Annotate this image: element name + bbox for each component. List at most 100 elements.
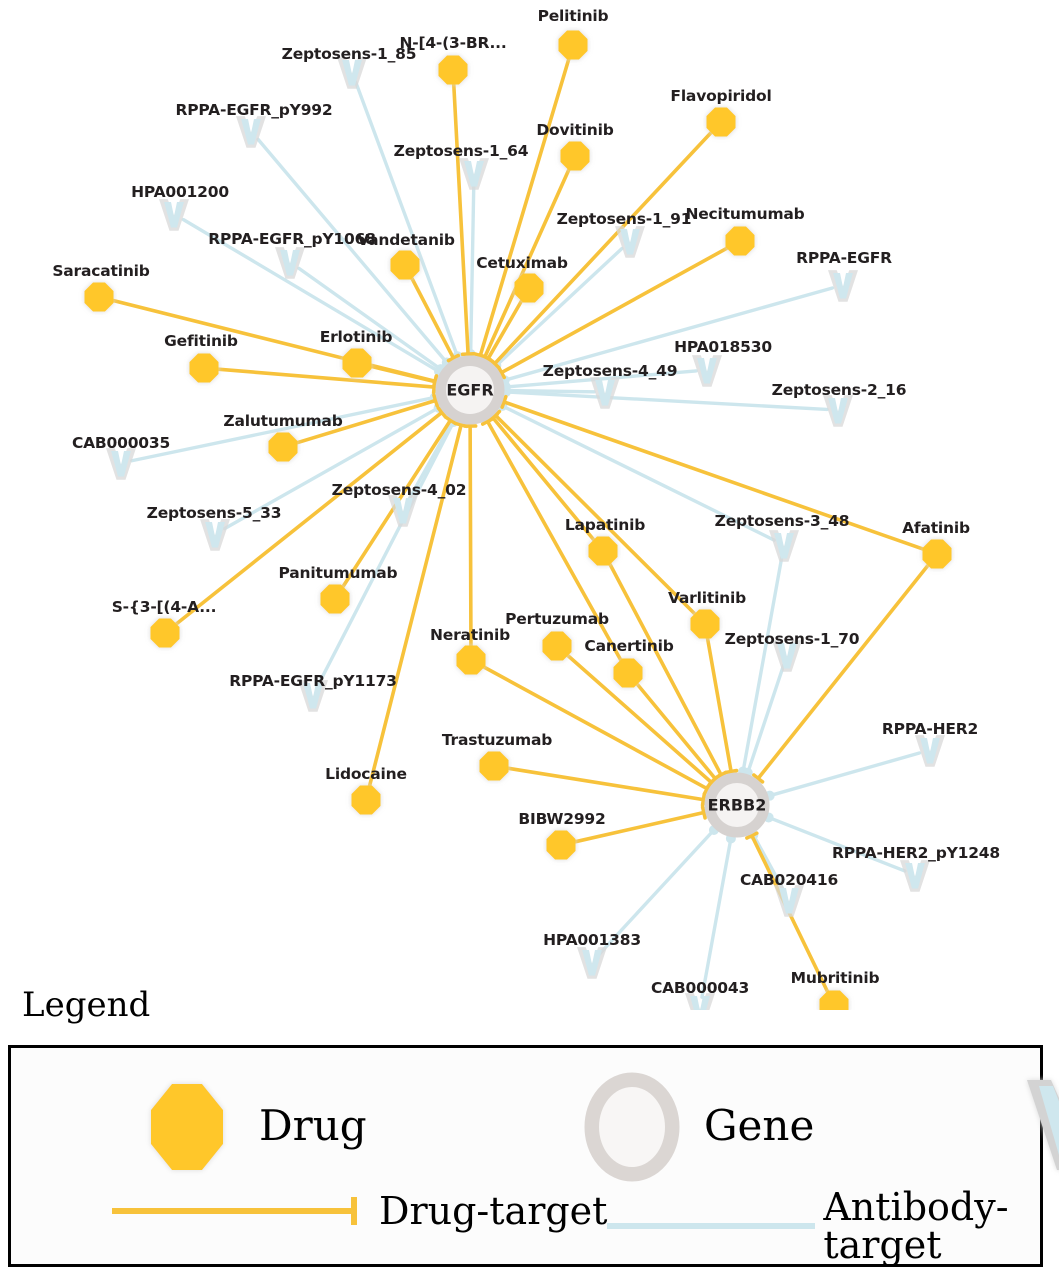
gene-node[interactable]: [715, 783, 759, 827]
gene-node[interactable]: [446, 366, 494, 414]
drug-target-edge: [756, 560, 932, 781]
drug-node[interactable]: [390, 250, 420, 280]
antibody-node[interactable]: [342, 60, 362, 86]
drug-target-edge: [563, 651, 714, 785]
antibody-node-label: HPA001200: [131, 183, 229, 201]
gene-node-ring: [704, 772, 770, 838]
drug-node[interactable]: [514, 273, 544, 303]
drug-node[interactable]: [479, 751, 509, 781]
drug-edge-terminator: [700, 792, 707, 807]
drug-node-label: Afatinib: [902, 519, 970, 537]
antibody-node[interactable]: [595, 380, 615, 406]
drug-edge-terminator: [752, 773, 765, 784]
antibody-node[interactable]: [582, 950, 602, 976]
drug-node[interactable]: [342, 348, 372, 378]
network-canvas: [84, 30, 952, 1011]
antibody-node-label: RPPA-EGFR_pY992: [175, 101, 333, 119]
antibody-node[interactable]: [920, 738, 940, 764]
antibody-node-label: RPPA-HER2: [881, 720, 979, 738]
drug-node[interactable]: [613, 658, 643, 688]
drug-node[interactable]: [351, 785, 381, 815]
drug-node[interactable]: [922, 539, 952, 569]
drug-target-edge: [502, 400, 929, 553]
antibody-node[interactable]: [205, 522, 225, 548]
antibody-target-edge: [751, 833, 786, 893]
drug-target-edge: [499, 244, 733, 375]
drug-target-edge: [606, 558, 723, 777]
gene-icon: [584, 1072, 680, 1182]
antibody-node[interactable]: [690, 996, 710, 1010]
drug-edge-terminator: [480, 416, 495, 426]
antibody-node[interactable]: [303, 683, 323, 709]
legend-drug-edge-label: Drug-target: [379, 1189, 608, 1233]
drug-edge-terminator: [444, 415, 457, 426]
antibody-node[interactable]: [241, 119, 261, 145]
antibody-target-edge: [502, 286, 835, 382]
drug-target-edge: [478, 53, 572, 358]
drug-edge-terminator: [436, 406, 448, 419]
drug-node-label: Zalutumumab: [223, 412, 343, 430]
antibody-node[interactable]: [393, 498, 413, 524]
drug-node[interactable]: [690, 609, 720, 639]
drug-node[interactable]: [819, 990, 849, 1011]
drug-node[interactable]: [706, 107, 736, 137]
antibody-target-edge: [746, 663, 786, 775]
drug-edge-terminator: [454, 421, 469, 429]
drug-edge-terminator: [497, 365, 506, 380]
antibody-node-label: Zeptosens-2_16: [771, 381, 907, 399]
drug-node-label: Pelitinib: [537, 7, 609, 25]
antibody-node[interactable]: [905, 863, 925, 889]
drug-node[interactable]: [268, 432, 298, 462]
drug-node-label: Lidocaine: [325, 765, 407, 783]
drug-target-edge: [451, 79, 470, 356]
antibody-target-edge: [181, 217, 441, 374]
antibody-node-label: RPPA-EGFR: [796, 249, 892, 267]
drug-node-label: Lapatinib: [564, 516, 646, 534]
drug-node[interactable]: [150, 618, 180, 648]
drug-node[interactable]: [588, 536, 618, 566]
antibody-target-edge: [130, 395, 437, 463]
drug-node[interactable]: [456, 645, 486, 675]
antibody-node-label: HPA018530: [674, 338, 772, 356]
drug-target-edge: [366, 423, 463, 792]
antibody-node[interactable]: [828, 398, 848, 424]
drug-target-edge-icon: [112, 1197, 357, 1225]
legend-antibody-edge-label: Antibody-target: [823, 1185, 1009, 1267]
antibody-node-label: Zeptosens-1_85: [281, 45, 417, 63]
drug-node[interactable]: [560, 141, 590, 171]
antibody-node-label: Zeptosens-4_02: [331, 481, 467, 499]
drug-node-label: Necitumumab: [685, 205, 805, 223]
drug-node-label: Saracatinib: [52, 262, 150, 280]
antibody-node[interactable]: [777, 643, 797, 669]
drug-node[interactable]: [189, 353, 219, 383]
drug-edge-terminator: [460, 351, 476, 357]
antibody-node[interactable]: [164, 202, 184, 228]
antibody-node[interactable]: [833, 273, 853, 299]
drug-node[interactable]: [320, 584, 350, 614]
drug-node[interactable]: [542, 631, 572, 661]
legend-antibody-edge-item: Antibody-target: [601, 1188, 1059, 1264]
antibody-node[interactable]: [280, 250, 300, 276]
antibody-target-edge: [500, 404, 776, 542]
antibody-node[interactable]: [774, 533, 794, 559]
legend-node-row: Drug Gene Antibody: [11, 1070, 1059, 1182]
drug-node[interactable]: [558, 30, 588, 60]
antibody-target-edge-icon: [607, 1223, 816, 1229]
antibody-node[interactable]: [697, 358, 717, 384]
antibody-node[interactable]: [620, 229, 640, 255]
antibody-node[interactable]: [111, 451, 131, 477]
drug-node[interactable]: [84, 282, 114, 312]
drug-node-label: Trastuzumab: [441, 731, 553, 749]
gene-node-ring: [435, 355, 505, 425]
drug-node[interactable]: [725, 226, 755, 256]
antibody-node[interactable]: [464, 161, 484, 187]
antibody-node[interactable]: [779, 888, 799, 914]
antibody-node-label: CAB020416: [739, 871, 839, 889]
network-graph: N-[4-(3-BR... Pelitinib Flavopiridol Doviti…: [52, 7, 1000, 1011]
drug-node-label: Canertinib: [584, 637, 674, 655]
gene-node-label: EGFR: [446, 380, 494, 400]
legend: Legend Drug Gene Ant: [0, 985, 1059, 1280]
drug-target-edge: [408, 272, 456, 360]
drug-node[interactable]: [438, 55, 468, 85]
drug-node[interactable]: [546, 830, 576, 860]
